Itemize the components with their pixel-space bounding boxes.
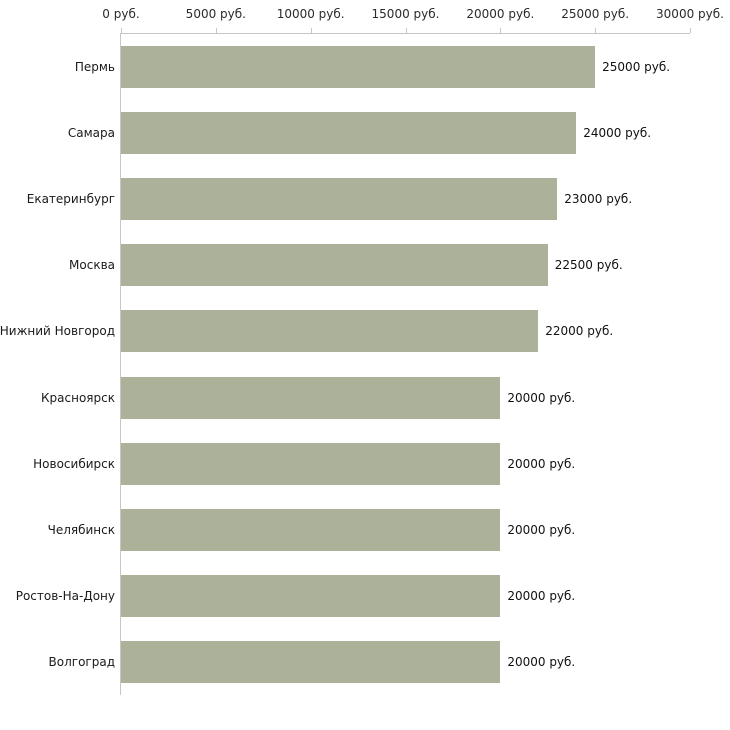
category-label: Волгоград <box>48 654 115 669</box>
x-axis-tick-label: 0 руб. <box>102 7 140 21</box>
value-label: 20000 руб. <box>507 390 576 405</box>
bar-row: Самара 24000 руб. <box>68 100 690 166</box>
category-label: Челябинск <box>47 522 115 537</box>
bar-row: Волгоград 20000 руб. <box>49 629 690 695</box>
x-axis-tick-label: 25000 руб. <box>561 7 630 21</box>
bar-row: Пермь 25000 руб. <box>75 34 690 100</box>
value-label: 23000 руб. <box>564 192 633 207</box>
x-axis-tick-label: 15000 руб. <box>371 7 440 21</box>
x-axis-tick <box>500 28 502 33</box>
x-axis-tick <box>310 28 312 33</box>
x-axis-tick <box>405 28 407 33</box>
bar <box>121 112 577 155</box>
bar-row: Красноярск 20000 руб. <box>41 365 690 431</box>
bar <box>121 376 501 419</box>
bar <box>121 574 501 617</box>
value-label: 25000 руб. <box>602 60 671 75</box>
value-label: 20000 руб. <box>507 522 576 537</box>
bar-row: Челябинск 20000 руб. <box>48 497 690 563</box>
bar-row: Екатеринбург 23000 руб. <box>27 166 690 232</box>
value-label: 20000 руб. <box>507 456 576 471</box>
bar <box>121 442 501 485</box>
bar <box>121 178 558 221</box>
category-label: Ростов-На-Дону <box>15 588 115 603</box>
bar <box>121 508 501 551</box>
category-label: Екатеринбург <box>26 192 115 207</box>
category-label: Красноярск <box>41 390 115 405</box>
value-label: 22500 руб. <box>554 258 623 273</box>
x-axis-tick <box>121 28 122 33</box>
bar-row: Ростов-На-Дону 20000 руб. <box>16 563 690 629</box>
category-label: Москва <box>69 258 115 273</box>
category-label: Нижний Новгород <box>0 324 115 339</box>
category-label: Пермь <box>74 60 115 75</box>
x-axis-tick-label: 10000 руб. <box>276 7 345 21</box>
bar <box>121 46 596 89</box>
bar-row: Москва 22500 руб. <box>69 232 690 298</box>
bar-row: Нижний Новгород 22000 руб. <box>0 298 690 364</box>
x-axis-tick <box>690 28 691 33</box>
x-axis-tick-label: 30000 руб. <box>656 7 724 21</box>
bar <box>121 244 548 287</box>
value-label: 22000 руб. <box>545 324 614 339</box>
value-label: 24000 руб. <box>583 126 652 141</box>
category-label: Новосибирск <box>33 456 115 471</box>
category-label: Самара <box>67 126 115 141</box>
x-axis-tick-label: 5000 руб. <box>185 7 246 21</box>
x-axis-tick <box>215 28 217 33</box>
bar <box>121 310 539 353</box>
value-label: 20000 руб. <box>507 654 576 669</box>
x-axis-tick <box>595 28 597 33</box>
x-axis-tick-label: 20000 руб. <box>466 7 535 21</box>
bar-row: Новосибирск 20000 руб. <box>33 431 690 497</box>
value-label: 20000 руб. <box>507 588 576 603</box>
plot-area: 0 руб. 5000 руб. 10000 руб. 15000 руб. 20000… <box>0 7 724 695</box>
bar <box>121 640 501 683</box>
